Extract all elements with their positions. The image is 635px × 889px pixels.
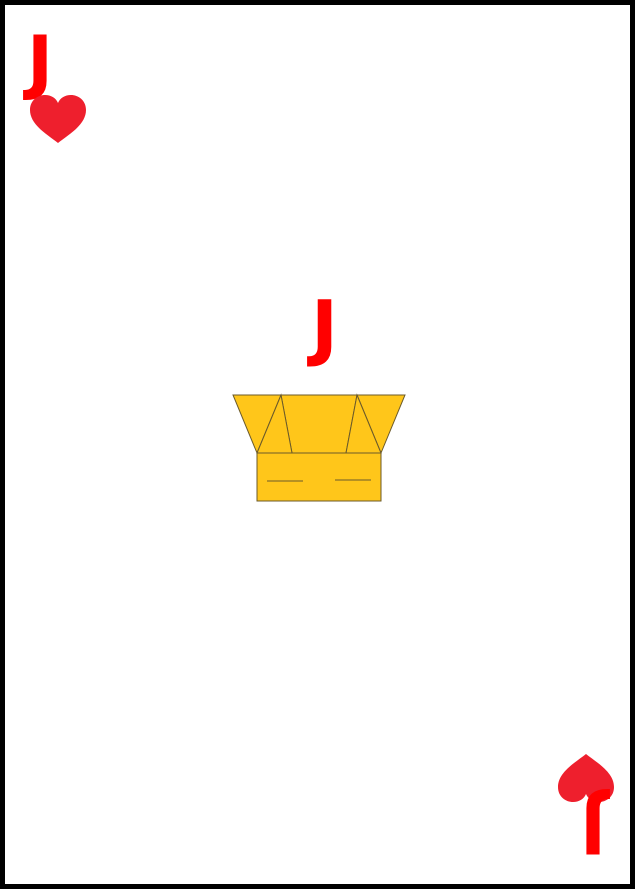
corner-rank-bottom-right: J xyxy=(579,786,606,868)
crown-icon xyxy=(232,393,406,502)
crown-middle-band xyxy=(280,394,358,454)
corner-rank-top-left: J xyxy=(27,21,54,103)
heart-icon xyxy=(558,754,614,802)
heart-shape xyxy=(30,95,86,143)
crown-top xyxy=(232,393,406,455)
center-rank: J xyxy=(311,285,338,369)
heart-shape xyxy=(558,754,614,802)
heart-icon xyxy=(30,95,86,143)
crown-base xyxy=(256,452,382,502)
